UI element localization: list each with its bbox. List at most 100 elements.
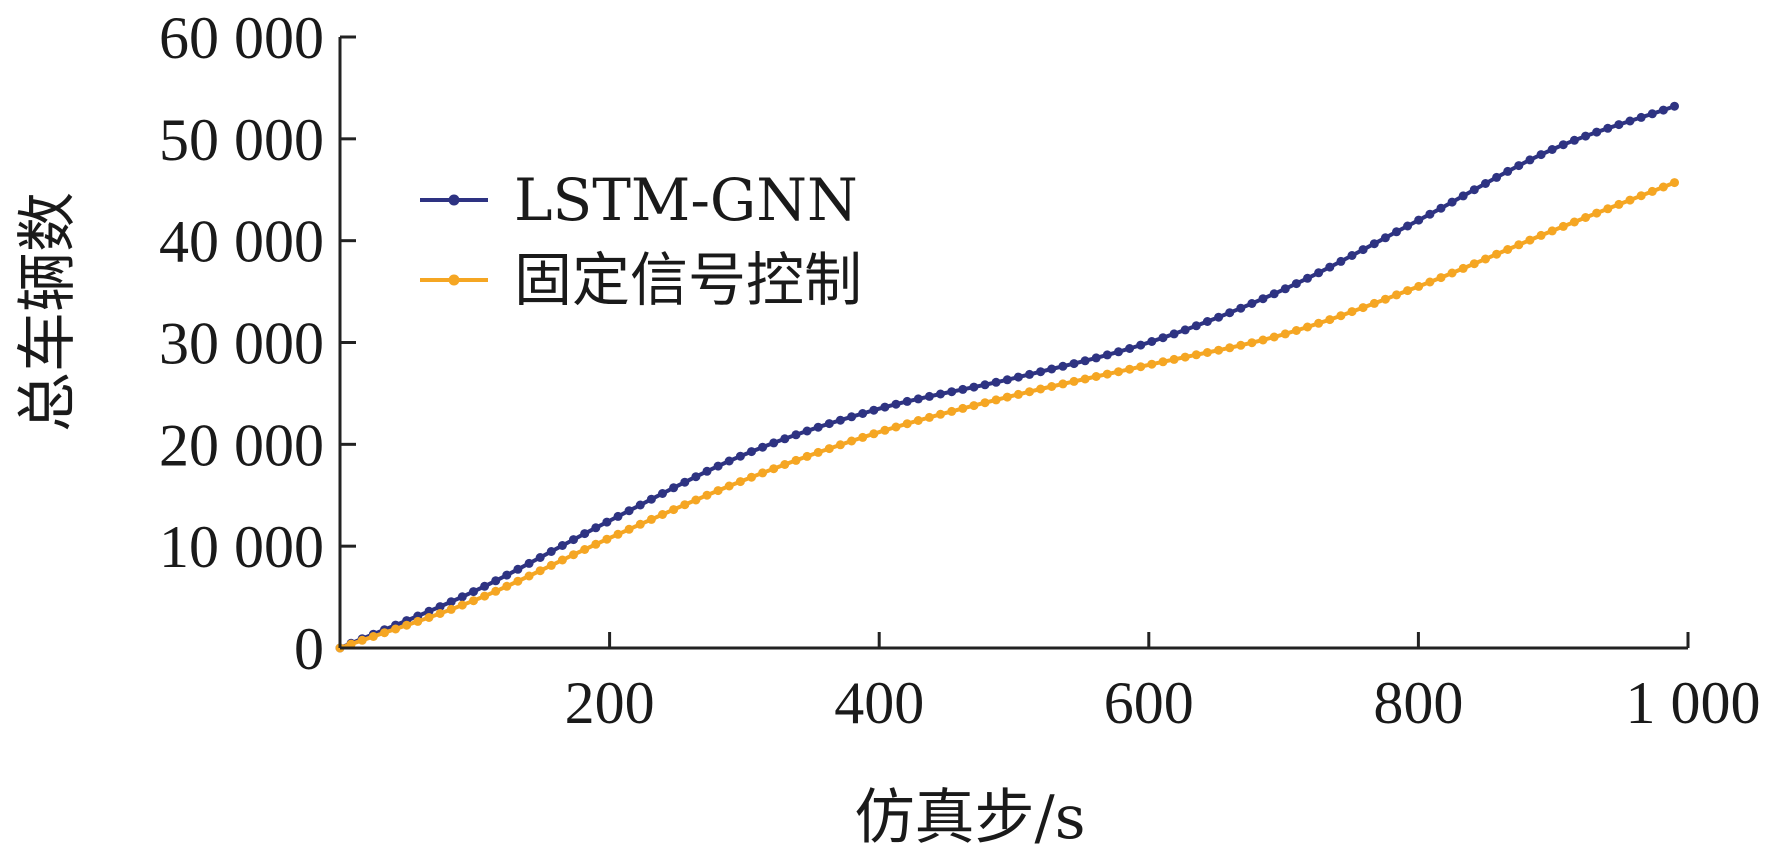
y-tick-label: 40 000 (159, 209, 324, 275)
series-point (613, 529, 623, 539)
series-point (469, 596, 478, 606)
series-point (1080, 356, 1090, 366)
series-point (1214, 345, 1224, 355)
series-point (1314, 318, 1324, 328)
legend-label: 固定信号控制 (514, 246, 862, 314)
series-point (524, 558, 534, 568)
series-point (991, 377, 1001, 387)
y-tick-label: 10 000 (159, 514, 324, 580)
series-point (1258, 294, 1268, 304)
series-point (1314, 268, 1324, 278)
series-point (424, 613, 434, 622)
series-point (1236, 303, 1246, 313)
series-point (546, 560, 556, 570)
series-point (1336, 311, 1346, 321)
series-point (1581, 131, 1591, 141)
series-point (457, 592, 467, 602)
series-point (702, 490, 712, 500)
series-point (691, 472, 701, 482)
series-point (1091, 353, 1101, 363)
series-point (1125, 364, 1135, 374)
series-point (913, 416, 923, 425)
y-ticks: 0 10 000 20 000 30 000 40 000 50 000 60 000 (159, 5, 356, 682)
series-point (346, 639, 356, 649)
series-point (1547, 145, 1557, 154)
series-point (613, 511, 623, 521)
series-point (1425, 209, 1435, 219)
series-point (758, 468, 768, 478)
series-point (669, 483, 679, 493)
series-point (1025, 369, 1034, 379)
series-point (813, 447, 823, 457)
series-point (368, 632, 378, 641)
series-point (646, 514, 656, 524)
y-tick-label: 0 (294, 616, 324, 682)
series-point (680, 477, 690, 487)
series-point (1269, 332, 1279, 342)
series-point (1002, 392, 1012, 402)
series-point (947, 387, 957, 397)
series-point (1425, 277, 1435, 287)
series-point (1647, 109, 1657, 119)
series-point (1569, 217, 1579, 227)
series-point (1013, 389, 1023, 399)
series-point (1569, 135, 1579, 145)
series-point (1447, 197, 1457, 207)
series-point (435, 602, 445, 612)
legend-label: LSTM-GNN (514, 166, 858, 234)
series-point (1592, 127, 1602, 137)
series-point (1202, 317, 1212, 326)
series-point (469, 587, 478, 597)
series-point (1514, 240, 1524, 250)
series-point (1558, 140, 1568, 150)
y-tick-label: 60 000 (159, 5, 324, 71)
series-point (1603, 123, 1613, 133)
legend-item: 固定信号控制 (420, 246, 862, 314)
legend-item: LSTM-GNN (420, 166, 858, 234)
series-point (1191, 321, 1201, 331)
series-point (1180, 325, 1190, 335)
series-point (735, 451, 745, 461)
series-point (1091, 372, 1101, 381)
series-point (1169, 354, 1179, 364)
series-point (724, 456, 734, 466)
series-point (824, 444, 834, 454)
series-point (569, 550, 578, 560)
series-point (602, 534, 612, 544)
series-point (1658, 182, 1668, 192)
series-point (980, 380, 990, 390)
series-point (1169, 329, 1179, 339)
series-point (1280, 329, 1290, 339)
series-point (791, 430, 801, 440)
y-tick-label: 30 000 (159, 311, 324, 377)
x-tick-label: 200 (565, 670, 655, 736)
series-point (658, 510, 667, 519)
series-point (902, 419, 912, 429)
series-point (1481, 254, 1490, 264)
series-point (1136, 340, 1146, 350)
x-tick-label: 400 (834, 670, 924, 736)
series-point (980, 398, 990, 408)
series-point (1214, 312, 1224, 322)
series-point (791, 455, 801, 465)
legend-swatch-marker (448, 274, 460, 286)
series-point (1492, 249, 1502, 259)
series-point (1592, 208, 1602, 218)
series-point (913, 394, 923, 404)
series-point (947, 406, 957, 416)
series-point (1625, 116, 1635, 126)
series-point (1514, 161, 1524, 171)
series-point (1180, 352, 1190, 362)
series-point (958, 403, 968, 413)
series-point (402, 620, 412, 630)
series-point (858, 432, 868, 442)
series-point (380, 628, 389, 638)
series-point (1158, 357, 1168, 367)
series-point (413, 616, 423, 626)
series-point (1047, 364, 1057, 374)
series-point (691, 495, 701, 505)
series-point (824, 419, 834, 429)
series-point (1280, 284, 1290, 294)
series-point (1403, 221, 1413, 231)
